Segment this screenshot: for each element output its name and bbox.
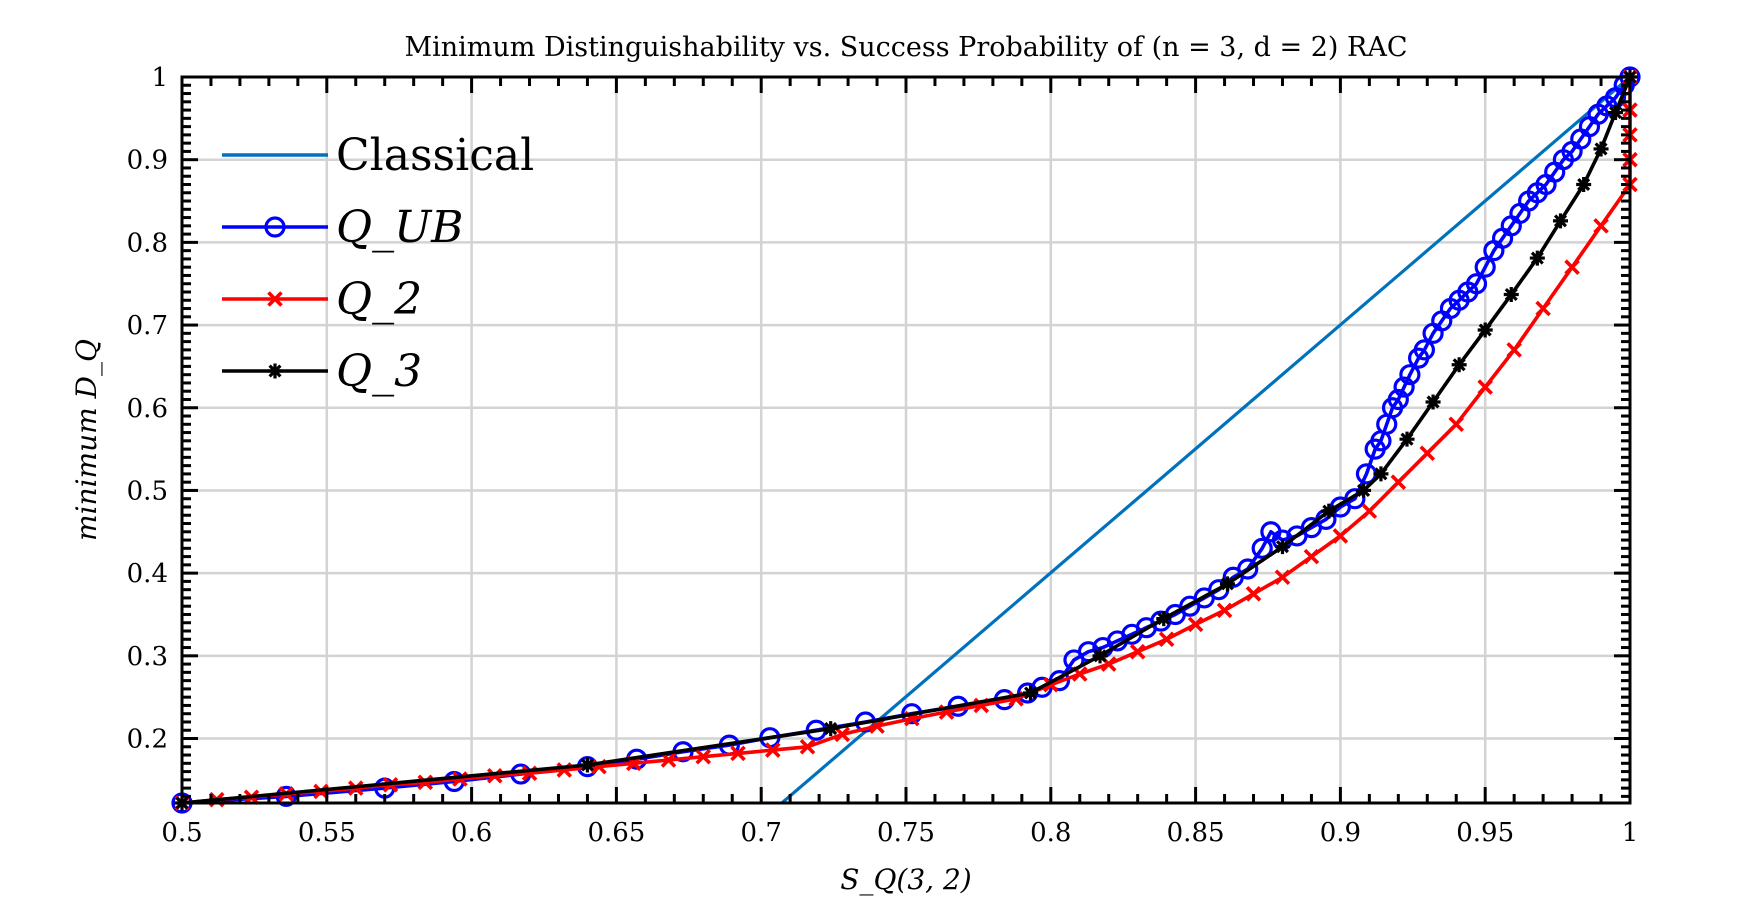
data-point-q_ub bbox=[1393, 376, 1415, 398]
data-point-q2 bbox=[1332, 528, 1349, 544]
data-point-q3 bbox=[1023, 685, 1039, 701]
x-tick-label: 0.95 bbox=[1456, 818, 1514, 848]
data-point-q2 bbox=[1448, 416, 1465, 433]
x-tick-label: 0.5 bbox=[161, 818, 202, 848]
x-tick-label: 0.9 bbox=[1320, 818, 1361, 848]
data-point-q2 bbox=[1129, 643, 1146, 660]
data-point-q3 bbox=[1451, 357, 1467, 373]
data-point-q_ub bbox=[1344, 488, 1366, 510]
data-point-q3 bbox=[1576, 176, 1592, 192]
series-line-classical bbox=[780, 75, 1632, 805]
data-point-q_ub bbox=[1413, 339, 1435, 361]
series-classical bbox=[780, 75, 1632, 805]
legend-marker-q3 bbox=[267, 363, 283, 379]
data-point-q2 bbox=[765, 742, 781, 758]
legend-label-classical: Classical bbox=[336, 130, 534, 181]
data-point-q3 bbox=[1608, 105, 1624, 121]
data-point-q2 bbox=[1390, 474, 1407, 490]
data-point-q_ub bbox=[1387, 388, 1409, 411]
data-point-q2 bbox=[1535, 300, 1551, 317]
data-point-q2 bbox=[1187, 616, 1204, 633]
data-point-q2 bbox=[1506, 342, 1522, 358]
x-axis-title: S_Q(3, 2) bbox=[840, 863, 971, 896]
data-point-q2 bbox=[660, 752, 677, 768]
x-tick-label: 0.8 bbox=[1030, 818, 1071, 848]
legend-label-q_ub: Q_UB bbox=[336, 202, 464, 253]
x-tick-label: 0.75 bbox=[877, 818, 935, 848]
legend-marker-q_ub bbox=[264, 216, 286, 238]
data-point-q2 bbox=[730, 745, 746, 762]
data-point-q2 bbox=[1593, 218, 1609, 234]
data-point-q2 bbox=[1361, 503, 1378, 519]
data-point-q2 bbox=[1216, 602, 1233, 619]
data-point-q2 bbox=[799, 738, 816, 755]
data-point-q3 bbox=[1356, 482, 1372, 498]
data-point-q3 bbox=[1373, 466, 1389, 482]
y-tick-label: 0.8 bbox=[127, 228, 168, 258]
data-point-q3 bbox=[1553, 213, 1568, 229]
data-point-q_ub bbox=[1251, 537, 1273, 559]
data-point-q_ub bbox=[1474, 256, 1496, 278]
data-point-q_ub bbox=[1237, 558, 1259, 580]
data-point-q3 bbox=[1503, 286, 1519, 302]
chart-title: Minimum Distinguishability vs. Success P… bbox=[404, 32, 1407, 63]
data-point-q2 bbox=[1245, 586, 1262, 602]
data-point-q3 bbox=[1092, 648, 1108, 664]
series-line-q3 bbox=[181, 76, 1632, 805]
legend-item-q3: Q_3 bbox=[222, 346, 422, 397]
data-point-q2 bbox=[1158, 631, 1175, 648]
data-point-q2 bbox=[1303, 548, 1320, 565]
y-tick-label: 0.7 bbox=[127, 311, 168, 341]
x-tick-label: 1 bbox=[1622, 818, 1639, 848]
data-point-q3 bbox=[579, 757, 595, 773]
y-tick-label: 0.4 bbox=[127, 559, 168, 589]
tick-labels: 0.5 0.55 0.6 0.65 0.7 0.75 0.8 0.85 0.9 0.95 1 0.2 0… bbox=[127, 63, 1639, 848]
legend: Classical Q_UB Q_2 Q_3 bbox=[222, 130, 534, 397]
x-tick-label: 0.55 bbox=[298, 818, 356, 848]
data-point-q3 bbox=[1321, 503, 1337, 519]
legend-label-q3: Q_3 bbox=[336, 346, 422, 397]
y-tick-label: 0.6 bbox=[127, 394, 168, 424]
data-point-q2 bbox=[1477, 379, 1493, 395]
data-point-q2 bbox=[1274, 569, 1291, 586]
data-point-q3 bbox=[1156, 611, 1172, 627]
data-point-q3 bbox=[1274, 539, 1290, 555]
y-tick-label: 0.9 bbox=[127, 146, 168, 176]
data-point-q2 bbox=[1564, 259, 1580, 275]
legend-marker-q2 bbox=[267, 291, 283, 307]
data-point-q3 bbox=[823, 721, 839, 737]
x-tick-label: 0.7 bbox=[741, 818, 782, 848]
data-point-q3 bbox=[1425, 394, 1441, 410]
data-point-q3 bbox=[1593, 141, 1609, 157]
data-point-q3 bbox=[1219, 576, 1235, 592]
legend-item-classical: Classical bbox=[222, 130, 534, 181]
legend-item-q2: Q_2 bbox=[222, 274, 422, 325]
x-tick-label: 0.65 bbox=[587, 818, 645, 848]
data-point-q3 bbox=[1399, 431, 1415, 447]
legend-item-q_ub: Q_UB bbox=[222, 202, 464, 253]
y-tick-label: 0.2 bbox=[127, 725, 168, 755]
x-tick-label: 0.85 bbox=[1167, 818, 1225, 848]
data-point-q3 bbox=[1529, 250, 1545, 266]
tick-marks bbox=[180, 75, 1632, 803]
y-tick-label: 0.3 bbox=[127, 642, 168, 672]
data-point-q2 bbox=[452, 771, 468, 787]
y-tick-label: 1 bbox=[151, 63, 168, 93]
data-point-q_ub bbox=[1465, 273, 1488, 295]
x-tick-label: 0.6 bbox=[451, 818, 492, 848]
legend-label-q2: Q_2 bbox=[336, 274, 422, 325]
data-point-q2 bbox=[1419, 445, 1436, 462]
data-point-q2 bbox=[695, 748, 712, 765]
data-point-q3 bbox=[1477, 322, 1493, 338]
data-point-q2 bbox=[486, 767, 503, 784]
y-tick-label: 0.5 bbox=[127, 476, 168, 506]
data-point-q_ub bbox=[1399, 364, 1421, 386]
y-axis-title: minimum D_Q bbox=[70, 339, 103, 541]
